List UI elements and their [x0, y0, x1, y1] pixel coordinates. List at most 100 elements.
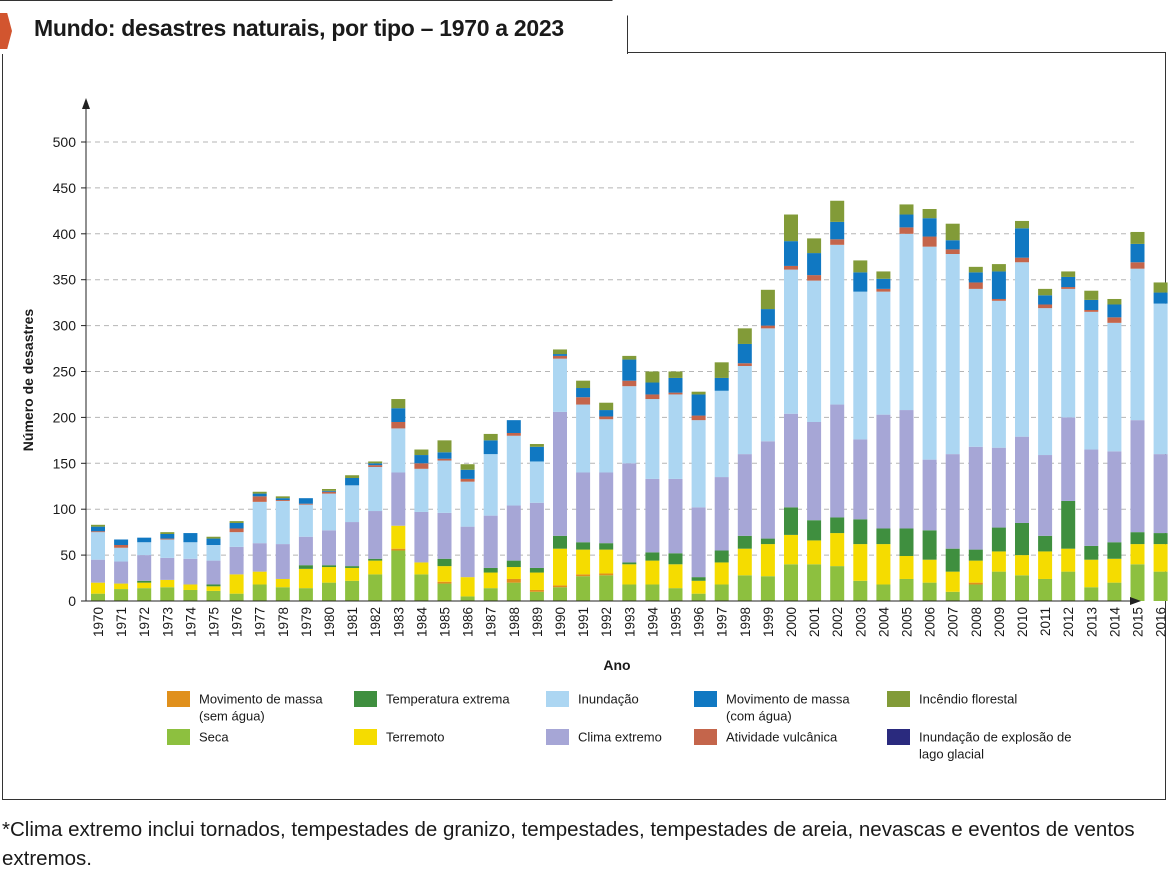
bar-segment-incendio	[529, 444, 544, 447]
bar-segment-terremoto	[391, 525, 406, 549]
legend-item-terremoto: Terremoto	[354, 729, 445, 745]
x-tick-label: 1996	[692, 607, 707, 637]
bar-segment-movimento_umido	[1153, 292, 1168, 304]
x-tick-label: 2011	[1038, 607, 1053, 636]
bar-stack	[368, 461, 383, 601]
bar-stack	[784, 214, 798, 601]
y-tick-label: 0	[68, 593, 76, 609]
bar-segment-seca	[460, 596, 475, 601]
bar-segment-seca	[691, 593, 706, 601]
y-axis-label: Número de desastres	[20, 309, 36, 452]
bar-segment-seca	[252, 584, 267, 601]
bar-segment-inundacao	[114, 547, 129, 562]
x-tick-label: 2015	[1131, 607, 1146, 637]
bar-segment-clima	[114, 561, 129, 584]
bar-stack	[345, 475, 360, 601]
bar-segment-movimento_umido	[576, 388, 591, 398]
bar-segment-incendio	[460, 464, 475, 470]
bar-segment-vulcanica	[899, 227, 914, 234]
x-tick-label: 1998	[738, 607, 753, 637]
bar-segment-inundacao	[460, 481, 475, 527]
bar-segment-incendio	[599, 402, 614, 411]
bar-segment-incendio	[1038, 288, 1053, 296]
bar-segment-vulcanica	[576, 397, 591, 405]
bar-segment-movimento_umido	[553, 354, 567, 356]
bar-segment-terremoto	[599, 549, 614, 574]
bar-segment-vulcanica	[784, 265, 798, 270]
bar-segment-terremoto	[1015, 555, 1029, 576]
bar-segment-vulcanica	[599, 416, 614, 420]
bar-segment-inundacao	[483, 454, 498, 516]
bar-segment-incendio	[830, 200, 845, 222]
bar-segment-vulcanica	[991, 298, 1006, 301]
bar-segment-incendio	[922, 209, 937, 219]
bar-segment-incendio	[483, 433, 498, 441]
bar-segment-vulcanica	[553, 355, 567, 359]
bar-segment-inundacao	[160, 539, 175, 558]
bar-segment-seca	[206, 590, 221, 601]
bar-segment-temperatura	[830, 517, 845, 534]
bar-segment-inundacao	[1130, 268, 1145, 421]
bar-segment-seca	[1107, 582, 1122, 601]
bar-segment-clima	[784, 413, 798, 508]
x-tick-label: 2012	[1061, 607, 1076, 637]
y-tick-label: 500	[53, 134, 77, 150]
bar-segment-inundacao	[645, 399, 660, 479]
bar-stack	[1038, 288, 1053, 601]
bar-segment-seca	[298, 588, 313, 601]
bar-segment-terremoto	[1084, 559, 1099, 588]
bar-segment-inundacao	[322, 493, 336, 531]
bar-segment-inundacao	[691, 420, 706, 508]
bar-stack	[807, 238, 822, 601]
bar-segment-inundacao	[760, 328, 775, 442]
bar-segment-seca	[414, 574, 429, 601]
bar-segment-terremoto	[137, 582, 152, 589]
bar-segment-vulcanica	[691, 415, 706, 421]
bar-segment-incendio	[760, 289, 775, 310]
bar-segment-movimento_umido	[91, 526, 105, 532]
bar-segment-incendio	[322, 489, 336, 491]
y-tick-label: 200	[53, 409, 77, 425]
y-tick-label: 350	[53, 272, 77, 288]
bar-segment-seca	[968, 584, 983, 601]
bar-segment-seca	[645, 584, 660, 601]
bar-segment-vulcanica	[1130, 262, 1145, 269]
bar-segment-clima	[807, 421, 822, 521]
bar-segment-clima	[691, 507, 706, 578]
x-tick-label: 1984	[414, 607, 429, 638]
legend-label: Clima extremo	[578, 730, 662, 745]
bar-segment-terremoto	[807, 540, 822, 565]
bar-segment-incendio	[668, 371, 683, 378]
bar-segment-seca	[922, 582, 937, 601]
bar-segment-clima	[599, 472, 614, 544]
bar-stack	[922, 209, 937, 601]
bar-segment-movimento_umido	[229, 522, 244, 529]
bar-segment-movimento_umido	[183, 533, 198, 543]
bar-segment-movimento_umido	[137, 537, 152, 543]
legend-item-inundacao: Inundação	[546, 691, 639, 707]
bar-segment-clima	[1153, 454, 1168, 534]
bar-segment-vulcanica	[160, 538, 175, 540]
bar-segment-terremoto	[206, 586, 221, 591]
bar-segment-temperatura	[529, 567, 544, 573]
bar-segment-vulcanica	[737, 363, 752, 366]
bar-segment-clima	[1107, 451, 1122, 543]
bar-segment-temperatura	[345, 566, 360, 568]
bar-stack	[1084, 290, 1099, 601]
legend-item-incendio: Incêndio florestal	[887, 691, 1017, 707]
bar-segment-seca	[807, 564, 822, 601]
y-tick-label: 450	[53, 180, 77, 196]
legend-label: Movimento de massa (com água)	[726, 692, 850, 724]
bar-segment-vulcanica	[922, 236, 937, 247]
legend-label: Terremoto	[386, 730, 445, 745]
bar-segment-temperatura	[368, 558, 383, 561]
bar-segment-inundacao	[345, 485, 360, 523]
bar-segment-incendio	[1015, 220, 1029, 229]
legend-swatch	[167, 729, 190, 745]
bar-segment-terremoto	[298, 568, 313, 589]
bars	[91, 200, 1168, 601]
bar-segment-clima	[137, 555, 152, 581]
bar-segment-movimento_umido	[506, 420, 521, 434]
legend-label: Inundação	[578, 692, 639, 707]
bar-segment-temperatura	[691, 577, 706, 581]
